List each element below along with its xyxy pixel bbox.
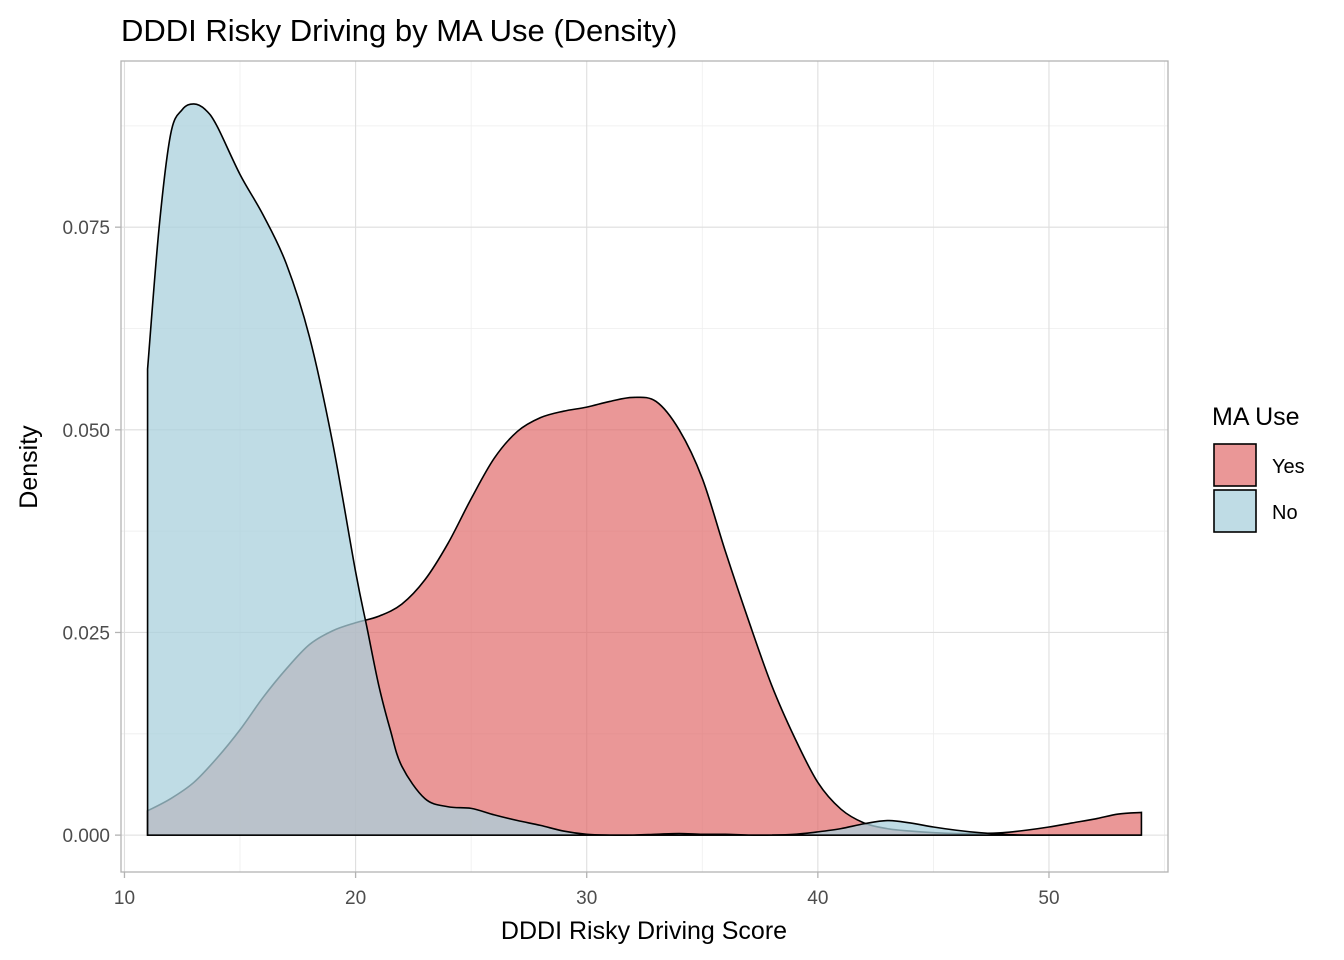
legend: MA Use Yes No xyxy=(1212,403,1305,533)
y-tick-label: 0.075 xyxy=(62,218,110,239)
legend-title: MA Use xyxy=(1212,403,1300,431)
x-tick-label: 20 xyxy=(345,888,366,909)
legend-swatch-yes xyxy=(1213,443,1257,487)
legend-label-yes: Yes xyxy=(1272,456,1305,478)
x-axis-title: DDDI Risky Driving Score xyxy=(501,917,787,945)
axis-ticks: 10 20 30 40 50 0.000 0.025 0.050 0.075 xyxy=(62,218,1059,909)
plot-panel-border xyxy=(120,60,1169,873)
density-area-no xyxy=(146,103,1142,837)
legend-swatch-no xyxy=(1213,489,1257,533)
legend-label-no: No xyxy=(1272,502,1298,524)
x-tick-label: 50 xyxy=(1038,888,1059,909)
density-areas xyxy=(146,103,1143,837)
chart-title: DDDI Risky Driving by MA Use (Density) xyxy=(121,13,677,48)
x-tick-label: 10 xyxy=(114,888,135,909)
y-tick-label: 0.000 xyxy=(62,826,110,847)
y-tick-label: 0.050 xyxy=(62,421,110,442)
x-tick-label: 40 xyxy=(807,888,828,909)
x-tick-label: 30 xyxy=(576,888,597,909)
y-tick-label: 0.025 xyxy=(62,623,110,644)
y-axis-title: Density xyxy=(15,425,43,509)
